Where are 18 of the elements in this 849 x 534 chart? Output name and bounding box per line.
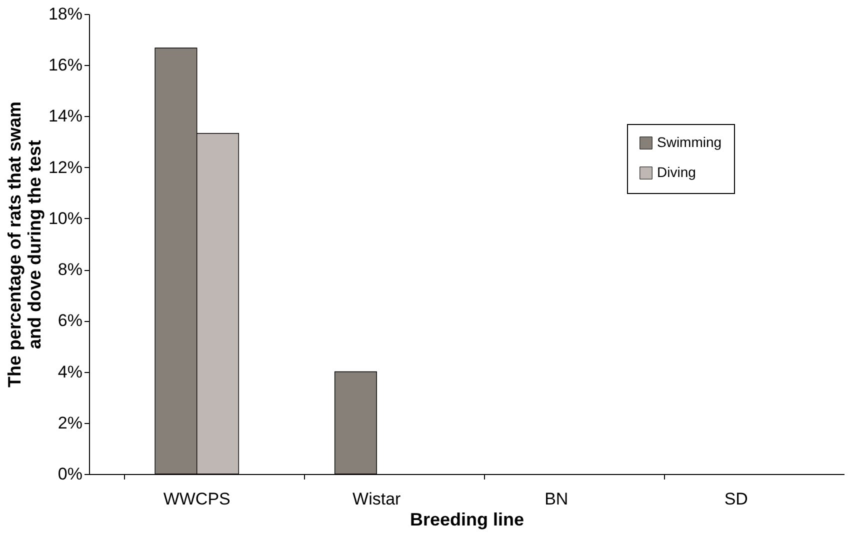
y-tick-label: 10%	[48, 208, 82, 228]
y-axis-title: The percentage of rats that swam and dove during the test	[4, 101, 44, 388]
y-tick-label: 16%	[48, 56, 82, 75]
x-tick-label: SD	[724, 490, 748, 508]
x-tick-label: WWCPS	[163, 490, 230, 508]
y-tick-label: 2%	[58, 413, 82, 432]
legend-label: Swimming	[657, 134, 722, 150]
y-tick-label: 12%	[48, 158, 82, 177]
y-tick-label: 6%	[58, 311, 82, 330]
legend-label: Diving	[657, 164, 696, 180]
x-tick-label: BN	[544, 490, 568, 508]
y-tick-label: 18%	[48, 4, 82, 24]
y-tick-label: 4%	[58, 362, 82, 382]
y-tick-label: 14%	[48, 106, 82, 126]
y-tick-label: 0%	[58, 464, 82, 484]
x-axis-title: Breeding line	[410, 510, 524, 530]
x-tick-label: Wistar	[352, 490, 402, 508]
y-tick-label: 8%	[58, 260, 82, 280]
